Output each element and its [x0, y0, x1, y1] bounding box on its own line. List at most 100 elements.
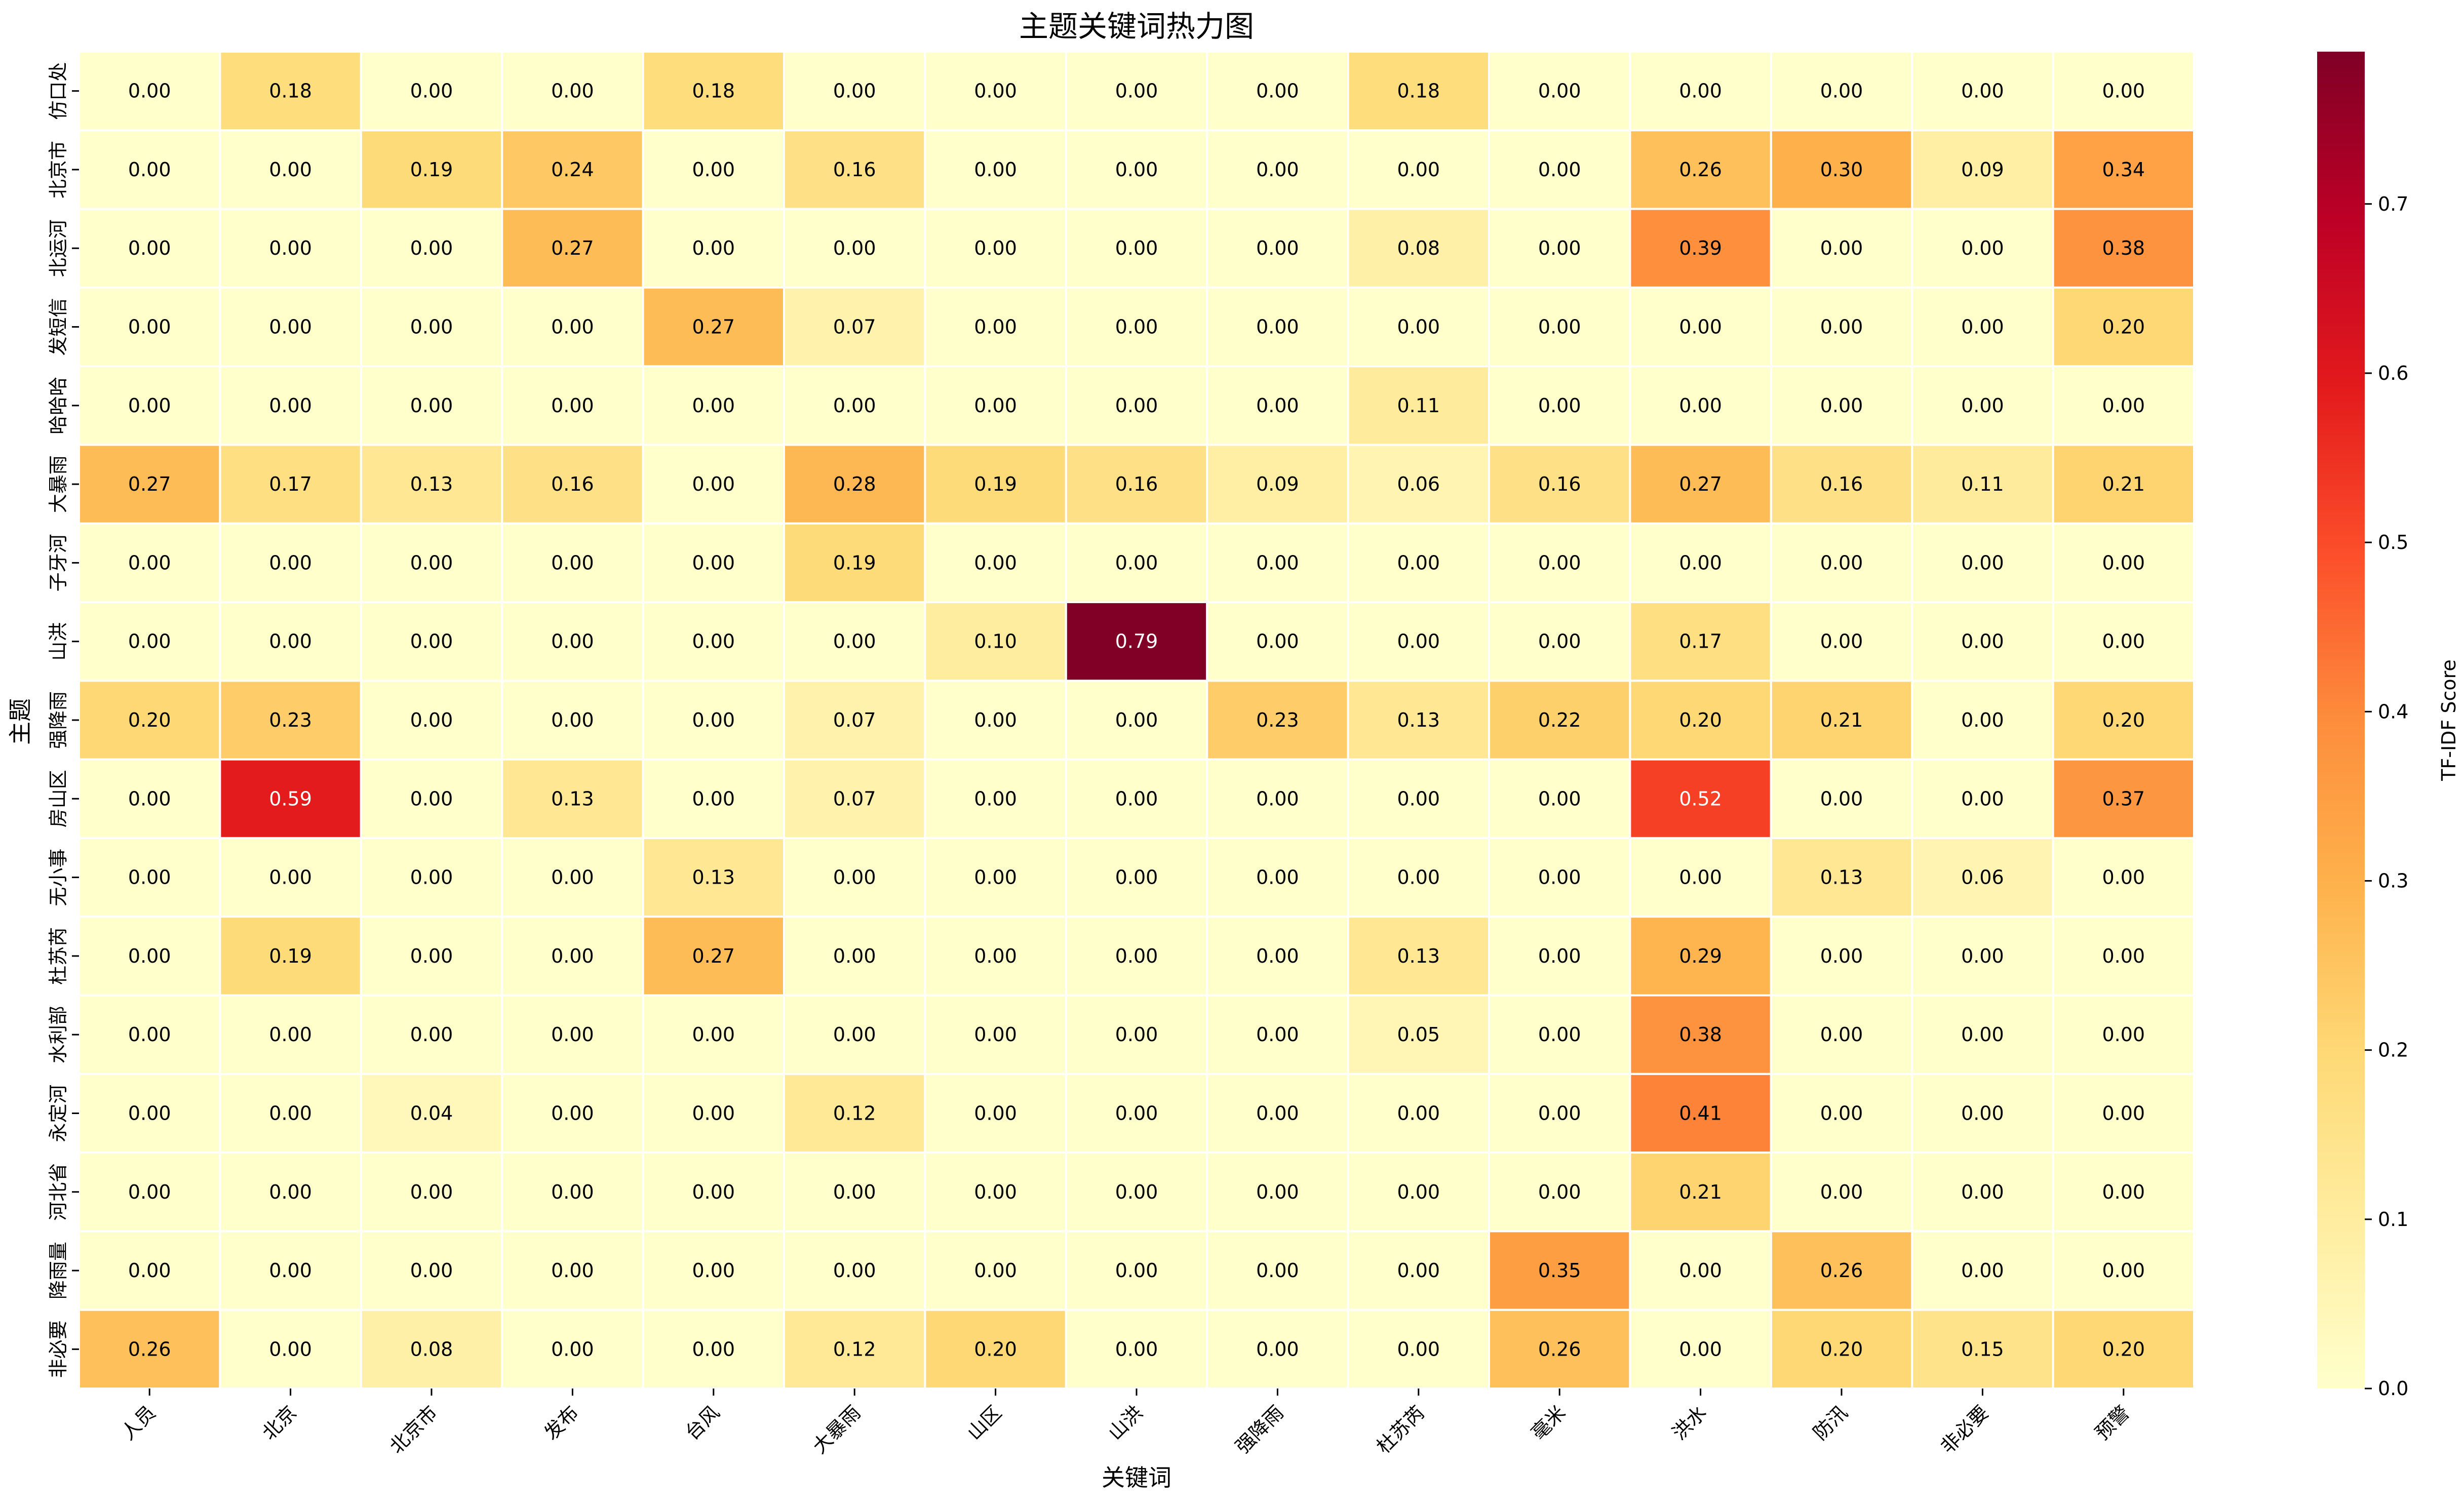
cell-value-label: 0.00 — [1961, 630, 2004, 653]
cell-value-label: 0.52 — [1679, 787, 1722, 810]
heatmap-cell — [1347, 286, 1491, 368]
cell-value-label: 0.00 — [128, 394, 171, 417]
heatmap-cell — [219, 916, 362, 997]
heatmap-cell — [783, 286, 926, 368]
cell-value-label: 0.00 — [833, 1259, 876, 1282]
heatmap-cell — [501, 286, 644, 368]
heatmap-cell — [1206, 286, 1349, 368]
colorbar-label: TF-IDF Score — [2438, 659, 2460, 781]
heatmap-cell — [783, 522, 926, 604]
heatmap-cell — [924, 1073, 1067, 1154]
cell-value-label: 0.18 — [692, 80, 735, 102]
cell-value-label: 0.00 — [1256, 1102, 1299, 1124]
cell-value-label: 0.35 — [1538, 1259, 1581, 1282]
cell-value-label: 0.79 — [1115, 630, 1158, 653]
y-tick-label: 仿口处 — [47, 62, 69, 120]
cell-value-label: 0.00 — [1256, 630, 1299, 653]
x-axis-label: 关键词 — [1102, 1464, 1171, 1491]
heatmap-cell — [924, 286, 1067, 368]
cell-value-label: 0.20 — [2102, 316, 2145, 338]
heatmap-cell — [924, 1230, 1067, 1311]
heatmap-cell — [360, 286, 503, 368]
heatmap-cell — [1911, 286, 2054, 368]
cell-value-label: 0.17 — [269, 473, 312, 495]
cell-value-label: 0.00 — [410, 945, 453, 967]
cell-value-label: 0.00 — [269, 316, 312, 338]
heatmap-cell — [360, 994, 503, 1075]
heatmap-cell — [78, 916, 221, 997]
cell-value-label: 0.00 — [128, 787, 171, 810]
cell-value-label: 0.00 — [692, 1023, 735, 1046]
heatmap-cell — [1347, 916, 1491, 997]
cell-value-label: 0.00 — [1256, 394, 1299, 417]
cell-value-label: 0.00 — [1538, 1102, 1581, 1124]
cell-value-label: 0.00 — [1961, 80, 2004, 102]
cell-value-label: 0.00 — [1820, 316, 1863, 338]
heatmap-cell — [1911, 444, 2054, 525]
heatmap-cell — [1065, 1073, 1208, 1154]
cell-value-label: 0.00 — [2102, 1102, 2145, 1124]
y-tick-label: 北运河 — [47, 219, 69, 277]
heatmap-cell — [1488, 444, 1631, 525]
y-tick-label: 河北省 — [47, 1163, 69, 1221]
cell-value-label: 0.00 — [1256, 80, 1299, 102]
cell-value-label: 0.11 — [1961, 473, 2004, 495]
heatmap-cell — [1206, 916, 1349, 997]
heatmap-cell — [360, 365, 503, 446]
heatmap-cell — [1206, 51, 1349, 132]
cell-value-label: 0.00 — [2102, 1023, 2145, 1046]
cell-value-label: 0.20 — [128, 709, 171, 731]
cell-value-label: 0.00 — [551, 316, 594, 338]
cell-value-label: 0.00 — [551, 1338, 594, 1360]
cell-value-label: 0.05 — [1397, 1023, 1440, 1046]
cell-value-label: 0.16 — [833, 158, 876, 181]
cell-value-label: 0.13 — [410, 473, 453, 495]
cell-value-label: 0.34 — [2102, 158, 2145, 181]
cell-value-label: 0.00 — [974, 787, 1017, 810]
y-tick-label: 山洪 — [47, 622, 69, 661]
heatmap-cell — [642, 365, 785, 446]
cell-value-label: 0.00 — [974, 945, 1017, 967]
cell-value-label: 0.00 — [551, 1023, 594, 1046]
colorbar-tick-label: 0.1 — [2378, 1208, 2408, 1231]
cell-value-label: 0.00 — [269, 551, 312, 574]
heatmap-cell — [501, 522, 644, 604]
cell-value-label: 0.00 — [269, 1023, 312, 1046]
heatmap-cell — [1911, 1073, 2054, 1154]
heatmap-cell — [783, 680, 926, 761]
cell-value-label: 0.13 — [692, 866, 735, 889]
y-tick-label: 杜苏芮 — [47, 927, 69, 985]
cell-value-label: 0.30 — [1820, 158, 1863, 181]
heatmap-cell — [1770, 1152, 1913, 1233]
heatmap-cell — [219, 1152, 362, 1233]
cell-value-label: 0.00 — [128, 1023, 171, 1046]
cell-value-label: 0.00 — [2102, 551, 2145, 574]
cell-value-label: 0.00 — [974, 1102, 1017, 1124]
cell-value-label: 0.00 — [833, 80, 876, 102]
cell-value-label: 0.08 — [410, 1338, 453, 1360]
heatmap-cell — [783, 1309, 926, 1390]
heatmap-cell — [1488, 916, 1631, 997]
heatmap-cell — [1488, 1073, 1631, 1154]
cell-value-label: 0.00 — [1256, 787, 1299, 810]
cell-value-label: 0.00 — [269, 1102, 312, 1124]
heatmap-cell — [78, 444, 221, 525]
cell-value-labels: 0.00 0.18 0.00 0.00 0.18 0.00 0.00 0.00 0.00 0.18… — [128, 80, 2145, 1361]
cell-value-label: 0.00 — [410, 1181, 453, 1203]
heatmap-cell — [1911, 994, 2054, 1075]
heatmap-cell — [1206, 1309, 1349, 1390]
cell-value-label: 0.00 — [692, 394, 735, 417]
cell-value-label: 0.00 — [1115, 158, 1158, 181]
heatmap-cell — [1065, 837, 1208, 918]
cell-value-label: 0.00 — [2102, 866, 2145, 889]
heatmap-cell — [1347, 444, 1491, 525]
heatmap-cell — [1629, 680, 1772, 761]
heatmap-cell — [924, 758, 1067, 839]
cell-value-label: 0.00 — [128, 1259, 171, 1282]
cell-value-label: 0.00 — [1961, 709, 2004, 731]
heatmap-cell — [2052, 758, 2196, 839]
cell-value-label: 0.00 — [410, 394, 453, 417]
heatmap-cell — [501, 444, 644, 525]
heatmap-cell — [219, 601, 362, 682]
heatmap-cell — [924, 680, 1067, 761]
